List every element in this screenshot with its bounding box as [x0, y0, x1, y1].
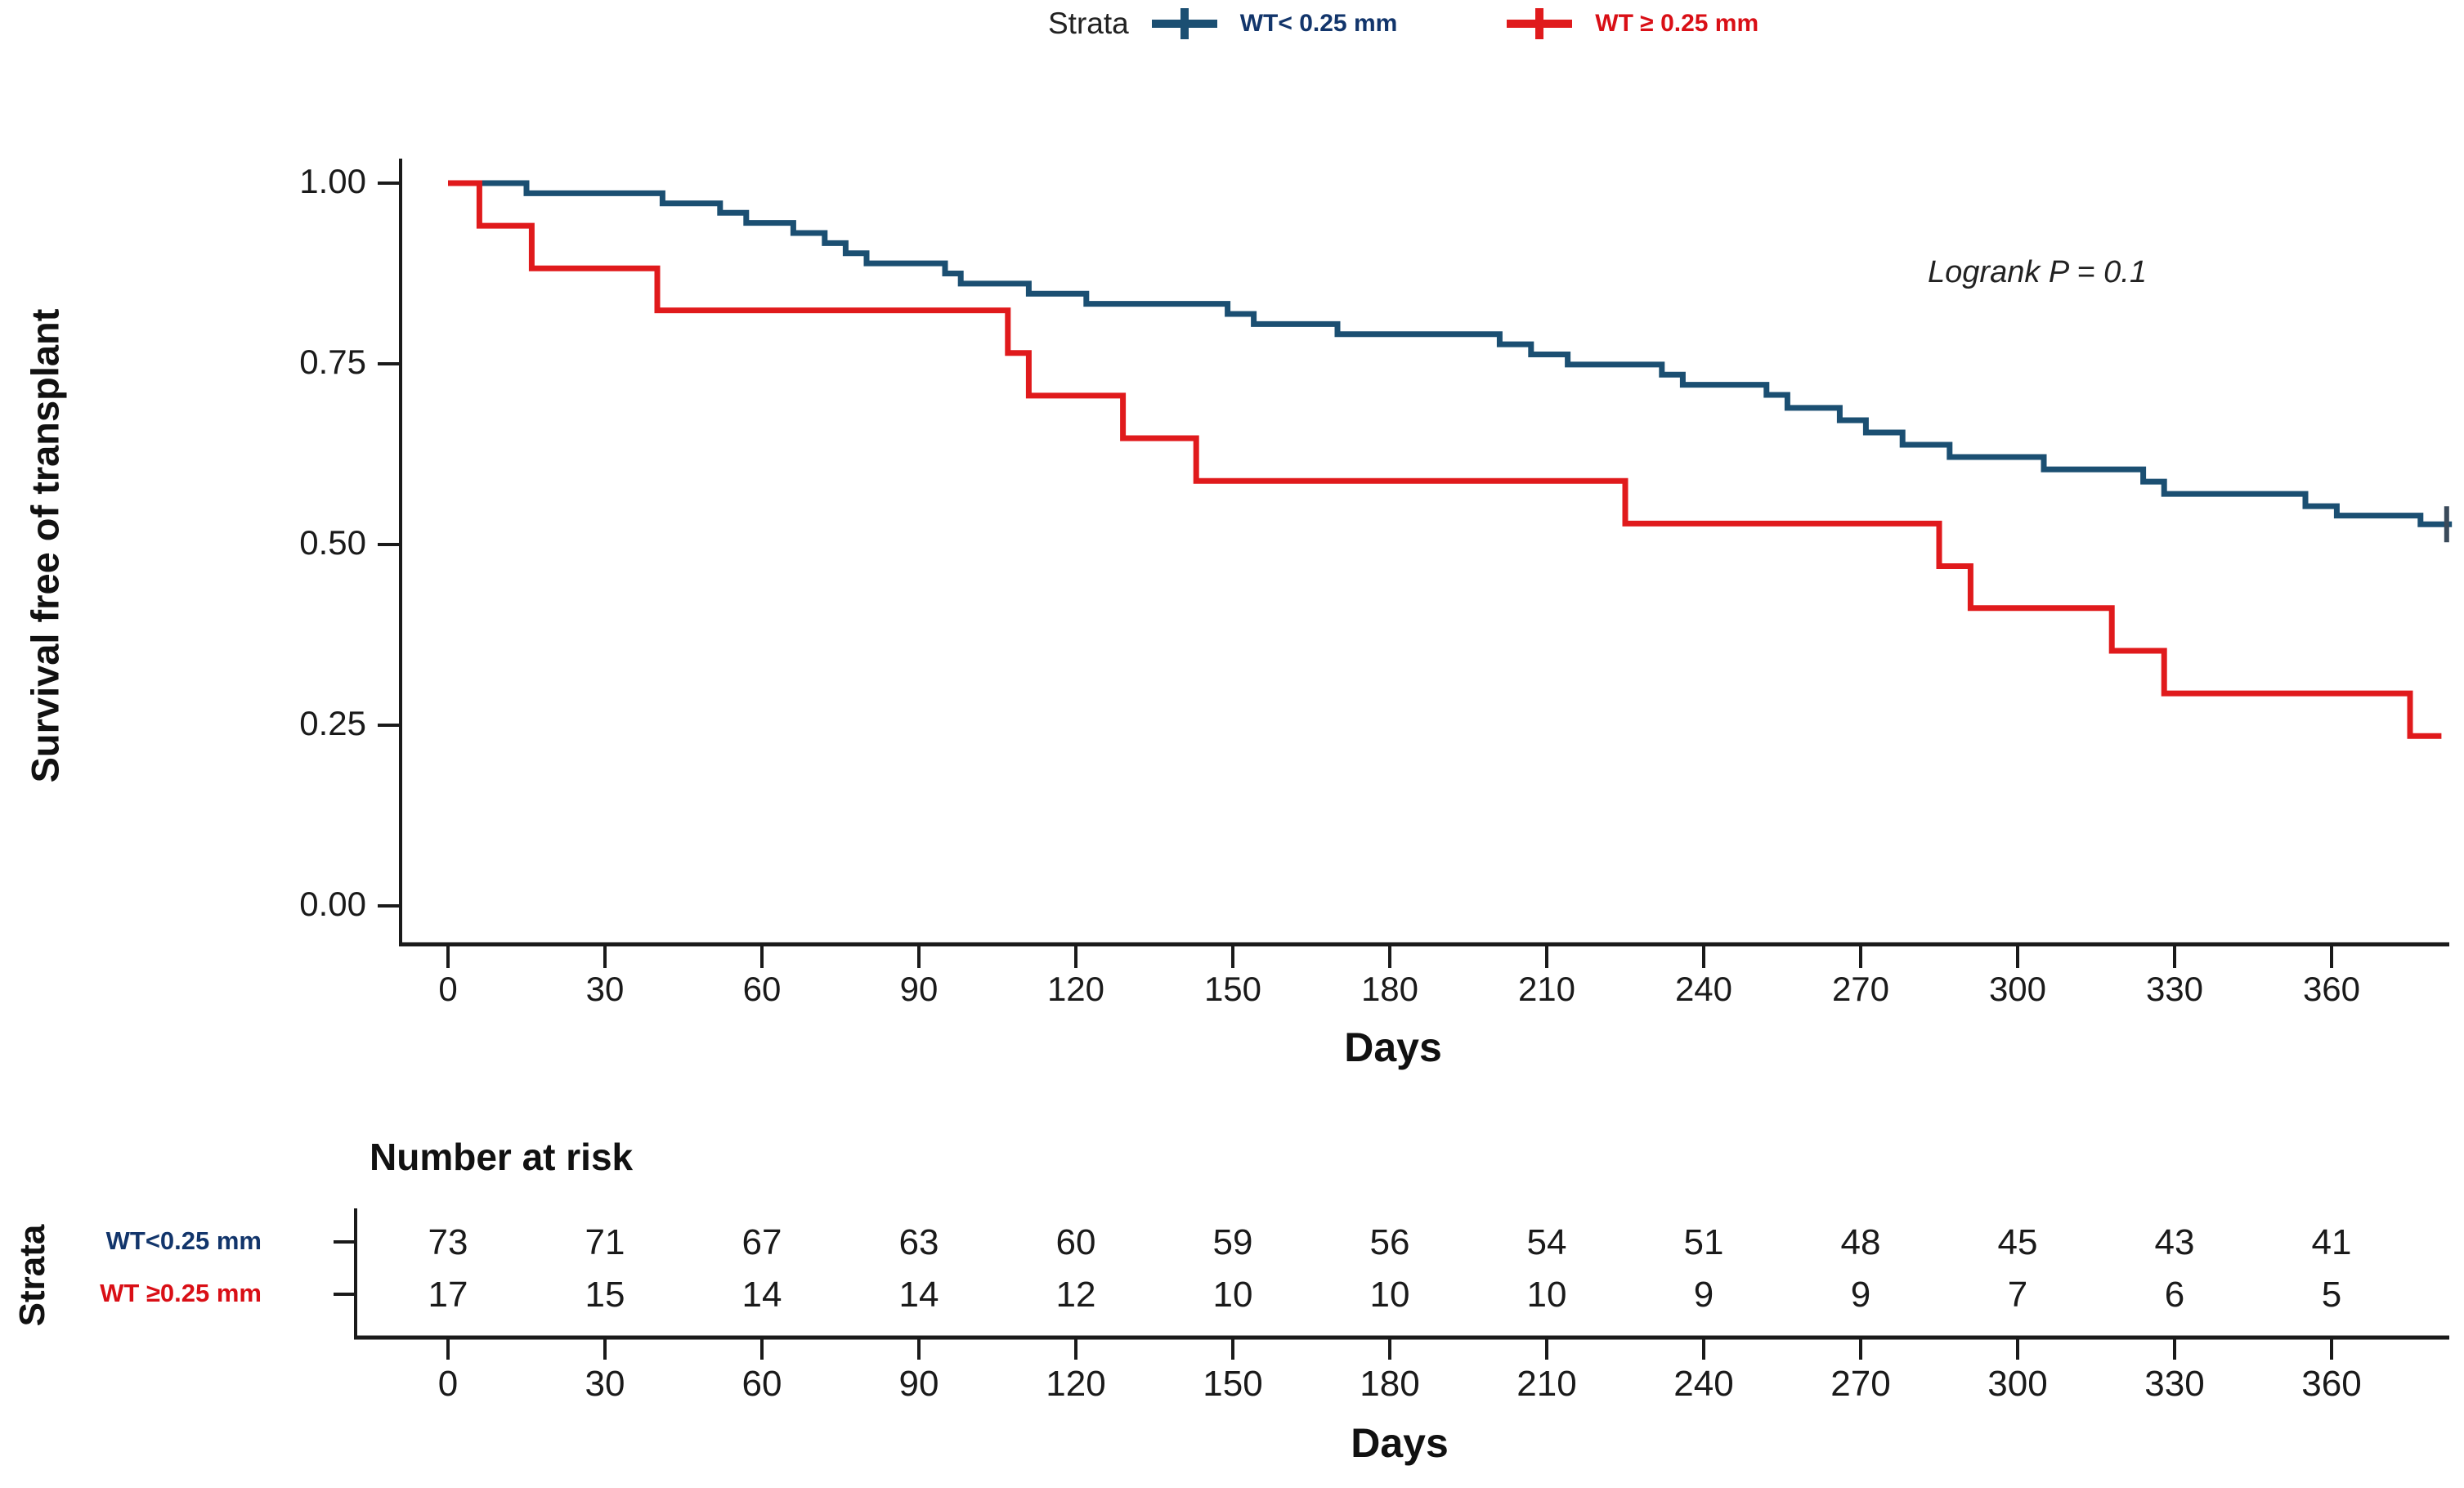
- x-tick-label: 270: [1831, 970, 1890, 1008]
- legend: Strata WT< 0.25 mm WT ≥ 0.25 mm: [1048, 5, 1758, 43]
- risk-x-tick-label: 30: [585, 1364, 625, 1404]
- risk-x-tick-label: 150: [1203, 1364, 1263, 1404]
- risk-table-axis-label: Strata: [12, 1224, 52, 1327]
- risk-x-tick-label: 60: [741, 1364, 782, 1404]
- y-tick-label: 0.75: [299, 343, 366, 381]
- risk-count: 67: [741, 1222, 782, 1262]
- x-tick-label: 330: [2145, 970, 2204, 1008]
- risk-count: 15: [585, 1275, 625, 1315]
- risk-count: 63: [898, 1222, 939, 1262]
- x-tick-label: 240: [1674, 970, 1733, 1008]
- risk-count: 14: [898, 1275, 939, 1315]
- x-tick-label: 300: [1988, 970, 2047, 1008]
- risk-x-tick-label: 270: [1830, 1364, 1891, 1404]
- risk-x-tick-label: 360: [2301, 1364, 2362, 1404]
- risk-count: 10: [1212, 1275, 1253, 1315]
- legend-key-red-plus-icon: [1507, 8, 1573, 39]
- risk-count: 71: [585, 1222, 625, 1262]
- x-axis-title: Days: [1344, 1024, 1442, 1070]
- risk-count: 6: [2164, 1275, 2185, 1315]
- risk-count: 54: [1526, 1222, 1567, 1262]
- risk-count: 43: [2154, 1222, 2195, 1262]
- risk-count: 73: [428, 1222, 468, 1262]
- risk-row-label-wt-ge-025: WT ≥0.25 mm: [100, 1279, 262, 1307]
- y-tick-label: 0.25: [299, 704, 366, 742]
- legend-label-wt-lt-025: WT< 0.25 mm: [1239, 10, 1398, 37]
- risk-table-x-axis-title: Days: [1351, 1420, 1449, 1466]
- risk-count: 14: [741, 1275, 782, 1315]
- risk-x-tick-label: 180: [1360, 1364, 1420, 1404]
- x-tick-label: 30: [585, 970, 625, 1008]
- y-tick-label: 0.00: [299, 885, 366, 923]
- logrank-annotation: Logrank P = 0.1: [1928, 255, 2147, 289]
- risk-count: 41: [2311, 1222, 2352, 1262]
- risk-count: 9: [1850, 1275, 1871, 1315]
- risk-row-label-wt-lt-025: WT<0.25 mm: [105, 1226, 262, 1255]
- x-tick-label: 180: [1360, 970, 1419, 1008]
- x-tick-label: 60: [742, 970, 782, 1008]
- survival-curve-wt-ge-025: [448, 180, 2442, 739]
- x-tick-label: 120: [1046, 970, 1105, 1008]
- survival-curve-wt-lt-025: [448, 180, 2453, 527]
- risk-count: 48: [1840, 1222, 1881, 1262]
- legend-label-wt-ge-025: WT ≥ 0.25 mm: [1595, 10, 1759, 37]
- y-tick-label: 1.00: [299, 162, 366, 200]
- risk-count: 5: [2321, 1275, 2342, 1315]
- risk-count: 10: [1369, 1275, 1410, 1315]
- risk-count: 45: [1997, 1222, 2038, 1262]
- risk-count: 17: [428, 1275, 468, 1315]
- risk-x-tick-label: 0: [437, 1364, 459, 1404]
- risk-x-tick-label: 330: [2144, 1364, 2205, 1404]
- risk-table-title: Number at risk: [370, 1136, 634, 1178]
- risk-count: 7: [2007, 1275, 2028, 1315]
- risk-x-tick-label: 300: [1987, 1364, 2048, 1404]
- risk-x-tick-label: 240: [1673, 1364, 1734, 1404]
- risk-count: 10: [1526, 1275, 1567, 1315]
- legend-title: Strata: [1048, 7, 1129, 40]
- x-tick-label: 90: [899, 970, 939, 1008]
- x-tick-label: 210: [1517, 970, 1576, 1008]
- risk-count: 12: [1055, 1275, 1096, 1315]
- x-tick-label: 0: [438, 970, 458, 1008]
- risk-x-tick-label: 90: [898, 1364, 939, 1404]
- risk-x-tick-label: 120: [1046, 1364, 1106, 1404]
- legend-key-blue-plus-icon: [1151, 8, 1217, 39]
- x-tick-label: 360: [2302, 970, 2361, 1008]
- risk-count: 56: [1369, 1222, 1410, 1262]
- risk-count: 51: [1683, 1222, 1724, 1262]
- risk-count: 59: [1212, 1222, 1253, 1262]
- y-tick-label: 0.50: [299, 523, 366, 562]
- risk-count: 60: [1055, 1222, 1096, 1262]
- risk-count: 9: [1693, 1275, 1714, 1315]
- risk-x-tick-label: 210: [1516, 1364, 1577, 1404]
- x-tick-label: 150: [1203, 970, 1262, 1008]
- y-axis-title: Survival free of transplant: [23, 308, 67, 783]
